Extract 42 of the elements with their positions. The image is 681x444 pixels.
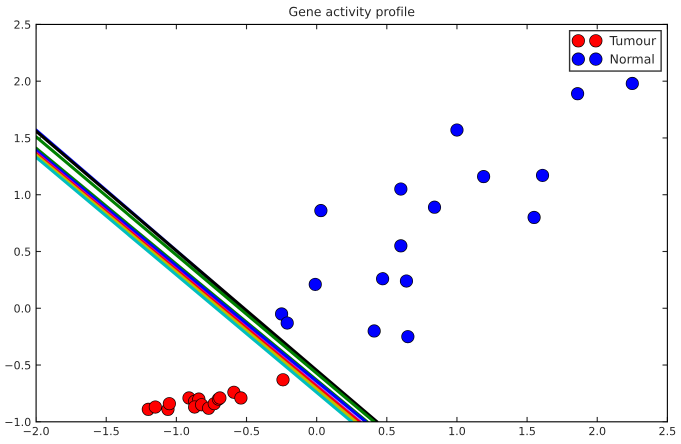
y-tick-label: 0.0	[14, 304, 30, 313]
chart-title: Gene activity profile	[289, 6, 414, 19]
legend-label: Normal	[610, 54, 654, 64]
point	[234, 391, 248, 405]
x-tick-label: 2.5	[659, 426, 676, 436]
y-tick-label: 1.0	[14, 190, 30, 200]
point	[314, 204, 328, 218]
y-tick-label: −0.5	[5, 361, 30, 370]
point	[536, 168, 550, 182]
point	[276, 373, 290, 386]
x-tick-label: −1.5	[94, 427, 119, 436]
point	[428, 200, 442, 214]
x-tick-label: −0.5	[234, 426, 260, 436]
point	[308, 278, 322, 291]
point	[528, 210, 541, 224]
point	[477, 170, 490, 184]
point	[376, 272, 390, 286]
x-tick-label: 2.0	[589, 426, 606, 436]
y-tick-label: −1.0	[5, 418, 30, 426]
y-tick-label: 2.0	[14, 77, 30, 86]
point	[280, 316, 294, 330]
point	[400, 274, 414, 288]
y-tick-label: 1.5	[14, 134, 30, 142]
x-tick-label: −2.0	[24, 426, 49, 436]
x-tick-label: 0.5	[378, 426, 395, 436]
legend-label: Tumour	[610, 36, 656, 46]
x-tick-label: 1.0	[449, 426, 466, 436]
point	[571, 87, 584, 100]
point	[275, 307, 288, 320]
point	[394, 182, 408, 196]
point	[401, 330, 414, 344]
x-tick-label: −1.0	[164, 426, 190, 436]
point	[450, 123, 464, 137]
point	[394, 239, 408, 252]
y-tick-label: 0.5	[14, 247, 30, 256]
x-tick-label: 1.5	[519, 427, 535, 436]
point	[368, 324, 381, 338]
point	[626, 76, 639, 90]
point	[162, 397, 176, 410]
point	[148, 400, 162, 414]
x-tick-label: 0.0	[308, 426, 325, 436]
y-tick-label: 2.5	[14, 20, 30, 29]
